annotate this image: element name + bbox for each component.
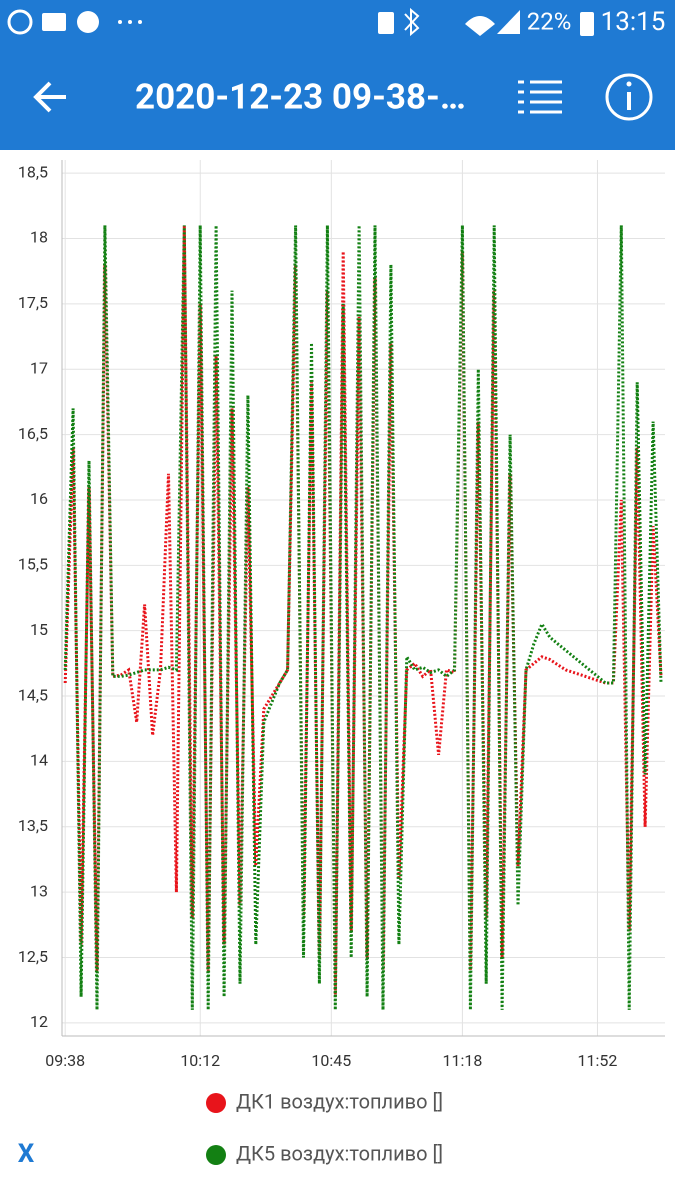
back-button[interactable] [33, 81, 66, 113]
status-icons [7, 7, 594, 37]
app-title: 2020-12-23 09-38-… [135, 76, 466, 117]
data-line [63, 225, 663, 997]
y-tick-label: 13,5 [18, 816, 48, 835]
y-tick-label: 14 [30, 751, 48, 770]
y-tick-label: 15 [30, 620, 48, 639]
x-tick-label: 10:45 [311, 1051, 351, 1070]
y-tick-label: 16 [30, 489, 48, 508]
y-tick-label: 13 [30, 881, 48, 900]
y-tick-label: 18,5 [18, 162, 48, 181]
y-tick-label: 18 [30, 228, 48, 247]
clock: 13:15 [601, 7, 666, 37]
legend-label: ДК5 воздух:топливо [] [236, 1141, 443, 1165]
list-button[interactable] [518, 80, 562, 114]
legend-marker [206, 1145, 226, 1165]
x-tick-label: 09:38 [45, 1051, 85, 1070]
battery-level: 22% [527, 7, 572, 35]
x-tick-label: 11:18 [442, 1051, 482, 1070]
x-tick-label: 10:12 [180, 1051, 220, 1070]
data-line [63, 225, 663, 1010]
y-tick-label: 15,5 [18, 555, 48, 574]
y-tick-label: 12,5 [18, 947, 48, 966]
y-tick-label: 16,5 [18, 424, 48, 443]
x-tick-label: 11:52 [578, 1051, 618, 1070]
y-tick-label: 12 [30, 1012, 48, 1031]
header-background [0, 0, 675, 150]
y-tick-label: 17,5 [18, 293, 48, 312]
y-tick-label: 14,5 [18, 685, 48, 704]
close-button[interactable]: X [18, 1139, 35, 1169]
legend-marker [206, 1093, 226, 1113]
legend-label: ДК1 воздух:топливо [] [236, 1089, 443, 1113]
y-tick-label: 17 [30, 358, 48, 377]
plot: 12 12,5 13 13,5 14 14,5 15 15,5 16 16,5 17 17,5 18 18… [18, 160, 665, 1165]
info-button[interactable] [605, 73, 653, 121]
